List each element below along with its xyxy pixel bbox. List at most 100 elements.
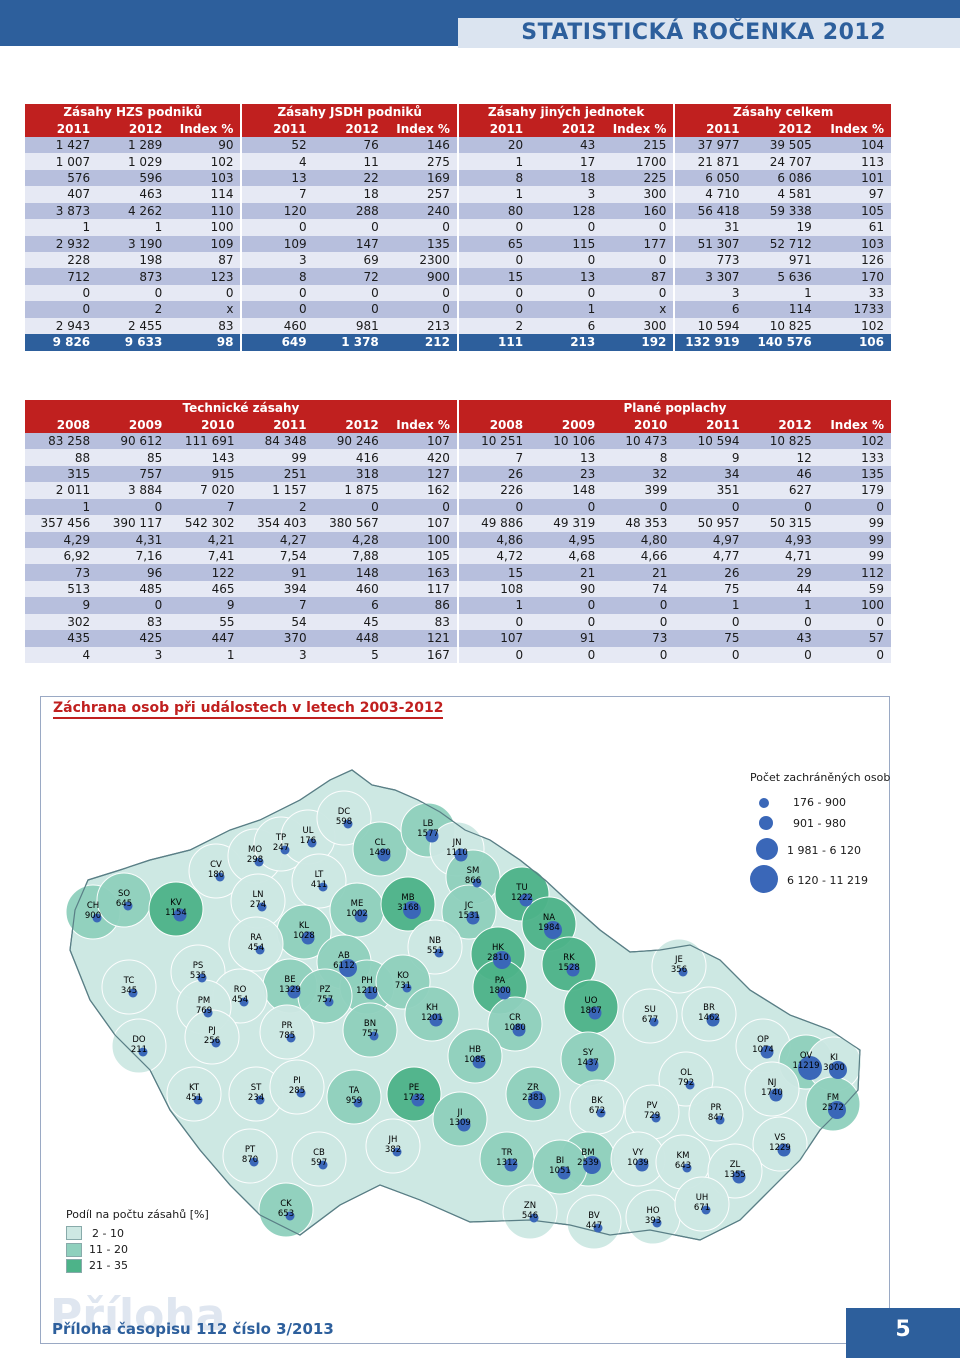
table-cell: 0 (530, 597, 603, 614)
table-cell: 12 (746, 449, 819, 466)
table-cell: 971 (746, 251, 819, 269)
table-cell: 100 (385, 531, 459, 548)
district-code: PM (198, 996, 210, 1006)
table-cell: 288 (313, 202, 386, 220)
table-cell: 0 (457, 251, 531, 269)
table-cell: 757 (97, 465, 170, 483)
table-cell: 148 (313, 564, 386, 581)
district-value: 2572 (822, 1103, 844, 1113)
district-value: 447 (586, 1221, 602, 1231)
table-cell: 1 289 (97, 136, 170, 154)
table-cell: 102 (169, 153, 243, 170)
district-code: SM (467, 866, 480, 876)
table-cell: 106 (818, 334, 891, 351)
table-cell: 357 456 (25, 515, 98, 532)
table-cell: 4,31 (97, 531, 170, 548)
table-cell: 26 (457, 465, 531, 483)
table-row: 9 0 9 7 6 86 1 0 0 1 1 100 (25, 597, 891, 614)
table1-col-header: Index % (169, 120, 243, 137)
district-region (166, 1066, 222, 1122)
table-cell: 6 086 (746, 169, 819, 187)
district-region (291, 1131, 347, 1187)
table-cell: 117 (385, 580, 459, 598)
table-cell: 0 (25, 301, 98, 318)
district-region (259, 1004, 315, 1060)
district-code: PJ (208, 1026, 216, 1036)
share-legend-label: 21 - 35 (89, 1259, 128, 1272)
table-cell: 7 (169, 498, 242, 516)
district-value: 451 (186, 1093, 202, 1103)
table-cell: 0 (241, 284, 314, 302)
district-code: BN (364, 1019, 376, 1029)
table2-col-header: 2010 (169, 416, 242, 433)
table-cell: 1 (530, 301, 603, 318)
district-code: HO (646, 1206, 659, 1216)
district-bubble (193, 1095, 203, 1105)
table-cell: 4,28 (313, 531, 386, 548)
table2-col-header: Index % (818, 416, 891, 433)
district-bubble (529, 1213, 539, 1223)
district-code: ZN (524, 1201, 536, 1211)
district-code: PH (361, 976, 373, 986)
table-cell: 0 (25, 284, 98, 302)
district-value: 2381 (522, 1093, 544, 1103)
district-value: 382 (385, 1145, 401, 1155)
table-cell: 21 871 (674, 153, 747, 170)
table-cell: 83 (97, 613, 170, 631)
district-bubble (593, 1223, 603, 1233)
table-cell: 7,88 (313, 547, 386, 565)
district-code: OL (680, 1068, 692, 1078)
table-cell: 251 (241, 465, 314, 483)
district-bubble (286, 1033, 296, 1043)
district-value: 792 (678, 1078, 694, 1088)
table-cell: 61 (818, 219, 891, 236)
table-cell: 7,16 (97, 547, 170, 565)
district-code: CV (210, 860, 222, 870)
district-code: RO (234, 985, 247, 995)
district-region (342, 1002, 398, 1058)
table-cell: 115 (530, 235, 603, 252)
district-region (365, 1118, 421, 1174)
table-cell: 370 (241, 630, 314, 647)
table-cell: 105 (818, 202, 891, 220)
table-cell: 75 (674, 580, 747, 598)
district-value: 285 (289, 1086, 305, 1096)
table-cell: 5 636 (746, 268, 819, 285)
district-code: LB (423, 819, 434, 829)
district-code: DO (132, 1035, 146, 1045)
table-cell: 102 (818, 432, 891, 450)
table-cell: 169 (385, 169, 459, 187)
table-cell: 50 315 (746, 515, 819, 532)
district-code: BE (284, 975, 295, 985)
table-cell: 99 (241, 449, 314, 466)
table-cell: 10 825 (746, 432, 819, 450)
table-cell: 1 (25, 498, 98, 516)
table2-col-header: 2009 (530, 416, 603, 433)
table-cell: 24 707 (746, 153, 819, 170)
district-value: 298 (247, 855, 263, 865)
table-cell: 90 246 (313, 432, 386, 450)
table-cell: 13 (530, 268, 603, 285)
district-code: RA (250, 933, 262, 943)
table-cell: 105 (385, 547, 459, 565)
table-cell: 18 (530, 169, 603, 187)
district-bubble (829, 1061, 847, 1079)
table-cell: 54 (241, 613, 314, 631)
district-code: CR (509, 1013, 521, 1023)
table-cell: 2 (97, 301, 170, 318)
district-code: JI (456, 1108, 462, 1118)
table-cell: 110 (169, 202, 243, 220)
table-cell: 90 (530, 580, 603, 598)
table-cell: 1 427 (25, 136, 98, 154)
table-cell: 99 (818, 531, 891, 548)
district-region (404, 986, 460, 1042)
table-interventions: Zásahy HZS podniků Zásahy JSDH podniků Zás… (25, 104, 891, 351)
district-code: VS (774, 1133, 785, 1143)
district-bubble (596, 1108, 606, 1118)
bubble-legend-label: 176 - 900 (793, 796, 846, 809)
district-code: UH (696, 1193, 709, 1203)
table-cell: 18 (313, 186, 386, 203)
bubble-legend-marker (759, 798, 769, 808)
district-bubble (249, 1157, 259, 1167)
table-cell: 300 (602, 317, 676, 335)
